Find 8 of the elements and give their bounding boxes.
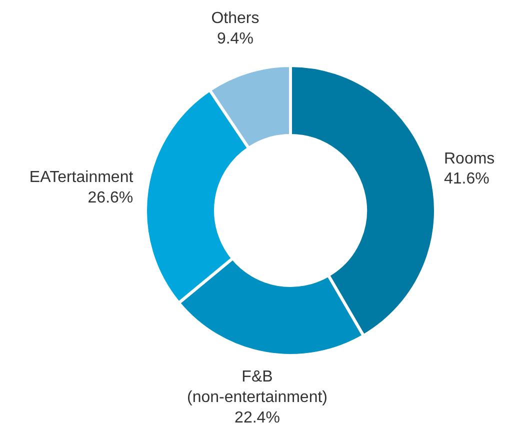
data-label: 26.6% <box>88 189 134 206</box>
data-label: 41.6% <box>444 170 490 188</box>
slice-label: Rooms <box>444 150 495 168</box>
slice-label: EATertainment <box>29 168 134 186</box>
data-label: 9.4% <box>216 30 254 48</box>
slice-label: Others <box>211 10 260 28</box>
data-label: 22.4% <box>234 409 280 426</box>
slice-label: F&B (non-entertainment) <box>186 368 328 406</box>
